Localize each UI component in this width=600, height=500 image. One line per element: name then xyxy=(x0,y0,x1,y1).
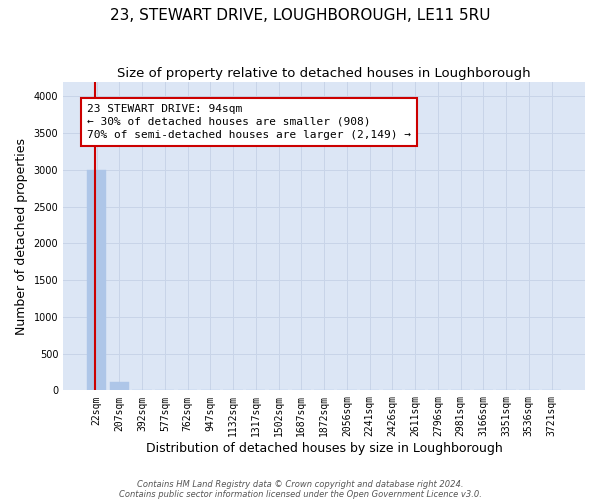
Title: Size of property relative to detached houses in Loughborough: Size of property relative to detached ho… xyxy=(117,68,531,80)
X-axis label: Distribution of detached houses by size in Loughborough: Distribution of detached houses by size … xyxy=(146,442,502,455)
Text: 23, STEWART DRIVE, LOUGHBOROUGH, LE11 5RU: 23, STEWART DRIVE, LOUGHBOROUGH, LE11 5R… xyxy=(110,8,490,22)
Bar xyxy=(110,382,129,390)
Y-axis label: Number of detached properties: Number of detached properties xyxy=(15,138,28,334)
Text: 23 STEWART DRIVE: 94sqm
← 30% of detached houses are smaller (908)
70% of semi-d: 23 STEWART DRIVE: 94sqm ← 30% of detache… xyxy=(87,104,411,140)
Bar xyxy=(87,170,106,390)
Text: Contains HM Land Registry data © Crown copyright and database right 2024.
Contai: Contains HM Land Registry data © Crown c… xyxy=(119,480,481,499)
